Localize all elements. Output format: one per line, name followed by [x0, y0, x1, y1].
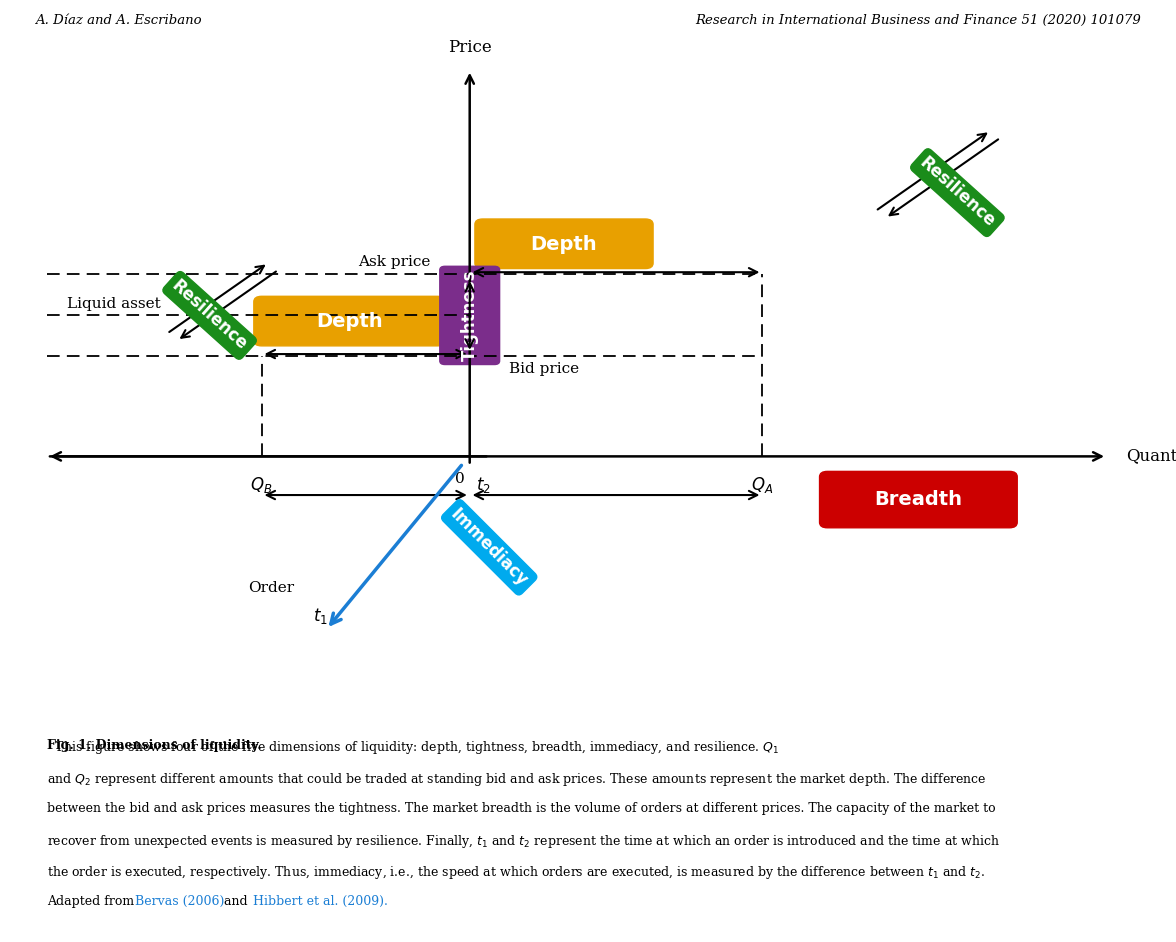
Text: Resilience: Resilience — [168, 277, 250, 354]
FancyBboxPatch shape — [820, 471, 1017, 528]
Text: Immediacy: Immediacy — [447, 505, 532, 590]
Text: Depth: Depth — [530, 235, 597, 253]
FancyBboxPatch shape — [254, 297, 445, 346]
Text: $Q_A$: $Q_A$ — [751, 475, 774, 495]
Text: Bervas (2006): Bervas (2006) — [135, 895, 225, 908]
Text: Research in International Business and Finance 51 (2020) 101079: Research in International Business and F… — [695, 14, 1141, 27]
Text: Liquid asset: Liquid asset — [67, 297, 160, 311]
Text: between the bid and ask prices measures the tightness. The market breadth is the: between the bid and ask prices measures … — [47, 802, 996, 815]
Text: Tightness: Tightness — [461, 269, 479, 361]
Text: the order is executed, respectively. Thus, immediacy, i.e., the speed at which o: the order is executed, respectively. Thu… — [47, 864, 985, 881]
Text: Order: Order — [248, 581, 294, 595]
Text: $t_1$: $t_1$ — [313, 607, 328, 626]
Text: Hibbert et al. (2009).: Hibbert et al. (2009). — [253, 895, 388, 908]
Text: 0: 0 — [455, 472, 465, 486]
Text: Depth: Depth — [316, 312, 382, 331]
Text: Quantity: Quantity — [1127, 447, 1176, 465]
Text: $Q_B$: $Q_B$ — [250, 475, 273, 495]
Text: Bid price: Bid price — [509, 362, 579, 376]
Text: Adapted from: Adapted from — [47, 895, 138, 908]
FancyBboxPatch shape — [440, 267, 500, 365]
Text: Resilience: Resilience — [916, 154, 998, 231]
FancyBboxPatch shape — [475, 219, 653, 268]
Text: recover from unexpected events is measured by resilience. Finally, $t_1$ and $t_: recover from unexpected events is measur… — [47, 833, 1000, 850]
Text: A. Díaz and A. Escribano: A. Díaz and A. Escribano — [35, 14, 202, 27]
Text: Breadth: Breadth — [875, 490, 962, 509]
Text: This figure shows four of the five dimensions of liquidity: depth, tightness, br: This figure shows four of the five dimen… — [47, 739, 780, 756]
Text: Fig. 1. Dimensions of liquidity.: Fig. 1. Dimensions of liquidity. — [47, 739, 262, 753]
Text: Ask price: Ask price — [359, 255, 430, 269]
Text: $t_2$: $t_2$ — [476, 475, 490, 495]
Text: Price: Price — [448, 40, 492, 57]
Text: and $Q_2$ represent different amounts that could be traded at standing bid and a: and $Q_2$ represent different amounts th… — [47, 771, 987, 788]
Text: and: and — [220, 895, 252, 908]
